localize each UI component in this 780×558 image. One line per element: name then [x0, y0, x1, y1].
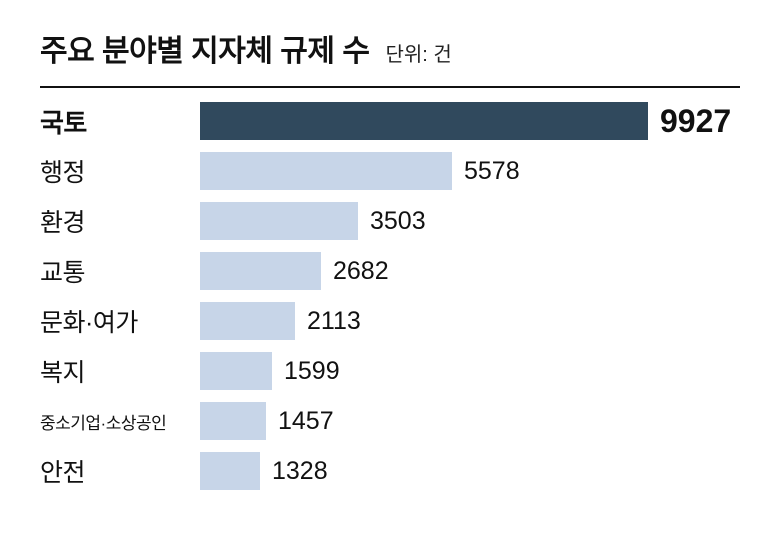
bar-row: 행정 5578 [40, 146, 760, 196]
bar-zone: 5578 [200, 152, 760, 190]
chart-title: 주요 분야별 지자체 규제 수 [40, 35, 370, 68]
bar-zone: 1328 [200, 452, 760, 490]
category-label: 복지 [40, 359, 86, 387]
category-label: 안전 [40, 459, 86, 487]
bar-row: 안전 1328 [40, 446, 760, 496]
value-label: 5578 [464, 156, 520, 185]
bar [200, 352, 272, 390]
bar-zone: 1457 [200, 402, 760, 440]
bar [200, 152, 452, 190]
category-label: 문화·여가 [40, 309, 138, 337]
value-label: 1599 [284, 356, 340, 385]
chart-header: 주요 분야별 지자체 규제 수 단위: 건 [40, 26, 740, 70]
unit-label: 단위: 건 [385, 44, 452, 66]
bar [200, 302, 295, 340]
bar-zone: 3503 [200, 202, 760, 240]
bar [200, 102, 648, 140]
bar-zone: 2113 [200, 302, 760, 340]
category-label: 행정 [40, 159, 86, 187]
bar-zone: 1599 [200, 352, 760, 390]
bar-row: 환경 3503 [40, 196, 760, 246]
value-label: 1457 [278, 406, 334, 435]
bar-rows: 국토 9927 행정 5578 환경 3503 교통 2682 문화·여가 2113 복지 1599 중… [40, 96, 760, 496]
bar-row: 문화·여가 2113 [40, 296, 760, 346]
category-label: 교통 [40, 259, 86, 287]
value-label: 2113 [307, 306, 361, 335]
category-label: 환경 [40, 209, 86, 237]
bar-row: 복지 1599 [40, 346, 760, 396]
category-label: 중소기업·소상공인 [40, 413, 167, 433]
bar-row: 교통 2682 [40, 246, 760, 296]
value-label: 9927 [660, 102, 732, 139]
bar [200, 252, 321, 290]
bar [200, 402, 266, 440]
bar [200, 452, 260, 490]
bar [200, 202, 358, 240]
category-label: 국토 [40, 107, 87, 138]
value-label: 2682 [333, 256, 389, 285]
bar-zone: 9927 [200, 102, 760, 140]
header-divider [40, 86, 740, 88]
bar-row: 국토 9927 [40, 96, 760, 146]
value-label: 3503 [370, 206, 426, 235]
bar-row: 중소기업·소상공인 1457 [40, 396, 760, 446]
value-label: 1328 [272, 456, 328, 485]
bar-zone: 2682 [200, 252, 760, 290]
